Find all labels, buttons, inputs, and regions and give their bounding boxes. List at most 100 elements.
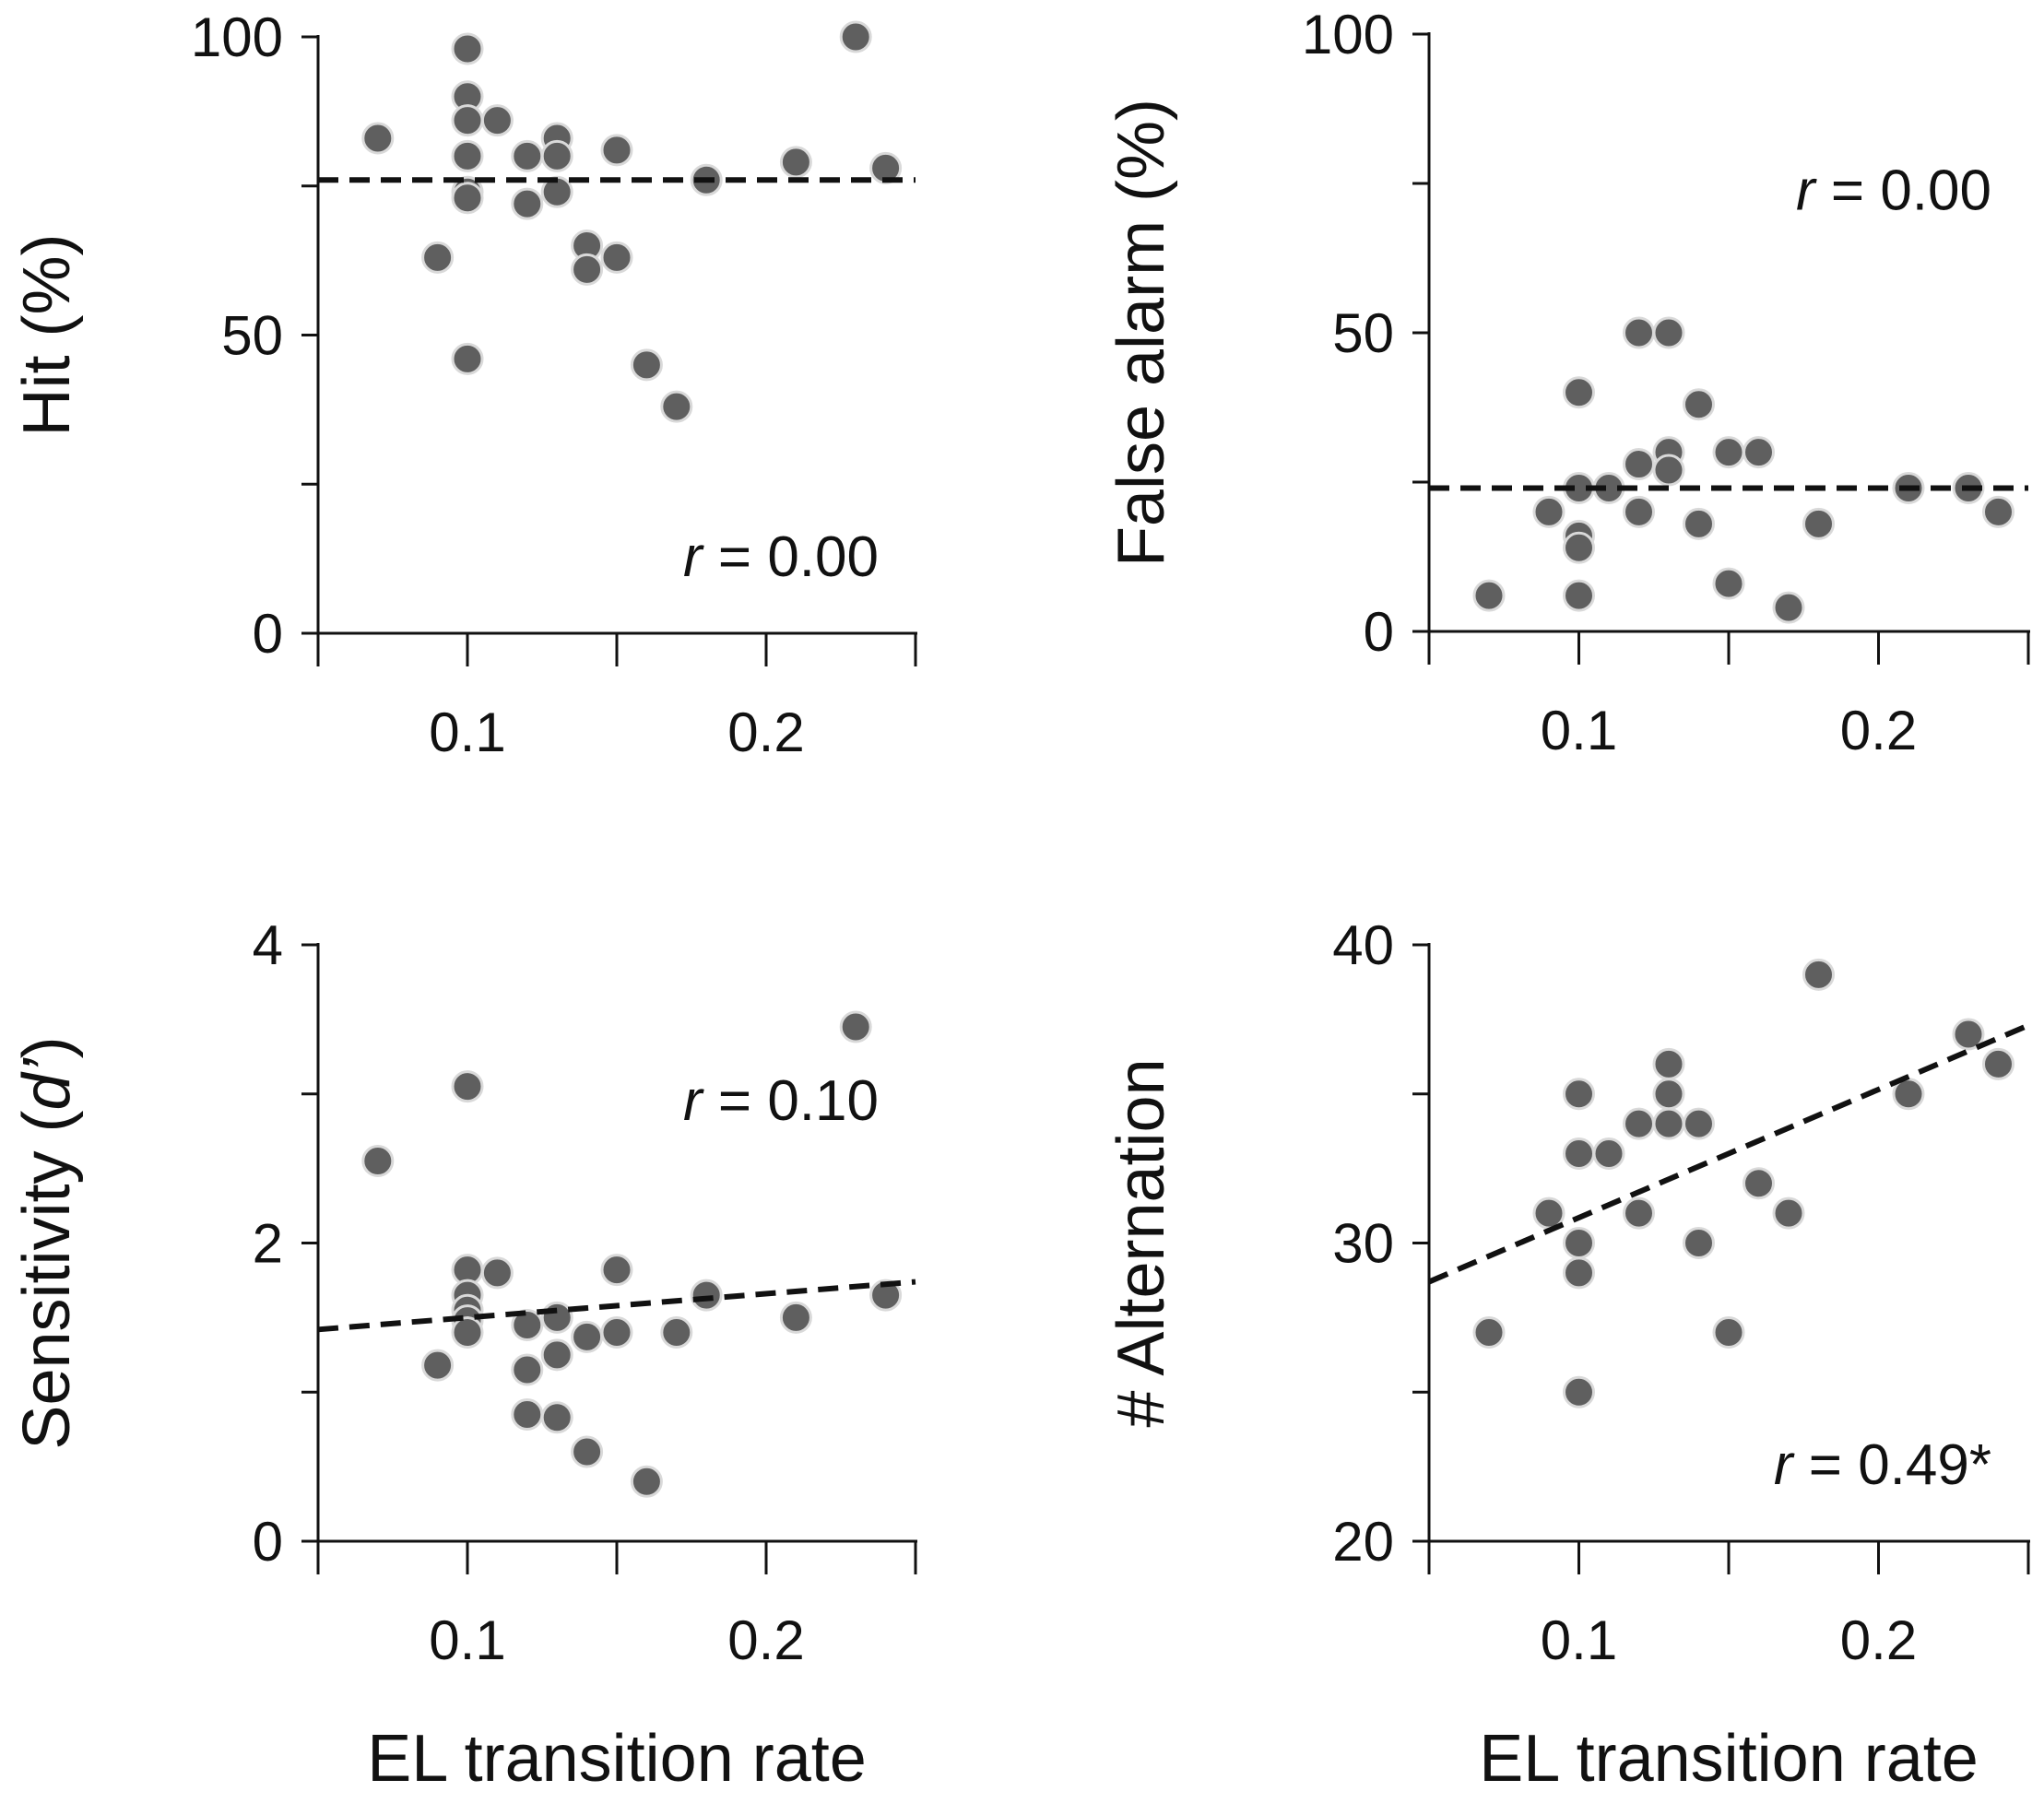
data-point	[1743, 1167, 1775, 1200]
data-point	[1623, 316, 1655, 349]
y-tick-label: 50	[1332, 302, 1394, 364]
data-point	[421, 1349, 455, 1382]
data-point	[1623, 1196, 1655, 1230]
data-point	[451, 139, 484, 172]
data-point	[1712, 567, 1745, 600]
data-point	[779, 146, 812, 179]
y-tick-label: 40	[1332, 914, 1394, 976]
data-point	[511, 1308, 544, 1341]
data-point	[361, 1145, 395, 1178]
data-point	[1683, 1227, 1715, 1259]
data-point	[869, 151, 903, 184]
y-tick-label: 2	[253, 1213, 283, 1275]
x-tick-label: 0.2	[1840, 1609, 1917, 1671]
data-point	[839, 20, 872, 53]
correlation-value: = 0.10	[703, 1069, 879, 1133]
data-point	[1652, 1107, 1685, 1140]
data-point	[1623, 448, 1655, 481]
correlation-value: = 0.49*	[1793, 1433, 1991, 1497]
data-point	[571, 1435, 604, 1468]
data-point	[540, 1301, 573, 1334]
data-point	[1802, 958, 1835, 991]
data-point	[1652, 1047, 1685, 1080]
data-point	[451, 1316, 484, 1349]
data-point	[1652, 1078, 1685, 1111]
y-axis-title: # Alternation	[1105, 1058, 1178, 1427]
x-axis-title: EL transition rate	[367, 1722, 867, 1796]
panel-hit: 0 50 100 0.1 0.2 Hit (%) r = 0.00	[10, 6, 917, 763]
data-point	[480, 1256, 514, 1290]
correlation-value: = 0.00	[703, 525, 879, 589]
y-axis-title: Hit (%)	[10, 234, 84, 437]
data-point	[511, 139, 544, 172]
data-point	[1712, 1316, 1745, 1349]
x-tick-label: 0.1	[1541, 700, 1617, 761]
y-axis-title: Sensitivity (d’)	[10, 1036, 84, 1449]
y-tick-label: 0	[1364, 601, 1394, 663]
y-tick-label: 50	[221, 305, 283, 367]
y-tick-label: 100	[191, 6, 283, 68]
y-tick-label: 100	[1302, 4, 1394, 65]
data-point	[1652, 316, 1685, 349]
data-point	[421, 241, 455, 274]
y-tick-label: 30	[1332, 1213, 1394, 1275]
data-point	[1563, 531, 1595, 564]
y-axis-title-main: Sensitivity (	[10, 1110, 84, 1449]
data-point	[1982, 495, 2014, 528]
panel-sensitivity: 0 2 4 0.1 0.2 Sensitivity (d’) EL transition r…	[10, 914, 917, 1796]
data-point	[1563, 1078, 1595, 1111]
data-point	[1802, 507, 1835, 540]
data-point	[1683, 507, 1715, 540]
data-point	[630, 1465, 663, 1498]
data-point	[630, 348, 663, 382]
data-point	[1683, 1107, 1715, 1140]
data-point	[540, 139, 573, 172]
data-point	[511, 1398, 544, 1432]
data-point	[1772, 1196, 1805, 1230]
data-point	[660, 1316, 693, 1349]
data-point	[1563, 579, 1595, 612]
trend-line	[1427, 1022, 2030, 1285]
data-point	[451, 32, 484, 65]
data-point	[540, 1401, 573, 1434]
data-point	[1623, 1107, 1655, 1140]
x-tick-label: 0.1	[429, 1609, 505, 1671]
data-point	[1712, 436, 1745, 469]
data-point	[511, 1353, 544, 1386]
data-point	[1952, 1018, 1985, 1051]
data-point	[480, 104, 514, 137]
data-point	[361, 122, 395, 155]
data-point	[1652, 454, 1685, 487]
data-point	[600, 1254, 633, 1287]
y-tick-label: 0	[253, 603, 283, 665]
data-point	[511, 187, 544, 220]
correlation-symbol: r	[683, 525, 704, 589]
correlation-label: r = 0.10	[683, 1069, 879, 1133]
data-point	[1743, 436, 1775, 469]
data-point	[1683, 388, 1715, 421]
data-point	[1563, 1137, 1595, 1170]
correlation-label: r = 0.00	[683, 525, 879, 589]
x-tick-label: 0.2	[727, 701, 804, 763]
x-tick-label: 0.2	[1840, 700, 1917, 761]
data-point	[1592, 1137, 1625, 1170]
data-point	[571, 1320, 604, 1353]
data-point	[1563, 1227, 1595, 1259]
x-axis-title: EL transition rate	[1479, 1722, 1979, 1796]
data-point	[571, 253, 604, 286]
x-tick-label: 0.2	[727, 1609, 804, 1671]
data-point	[451, 342, 484, 375]
data-point	[600, 134, 633, 167]
data-point	[839, 1010, 872, 1043]
data-point	[1563, 376, 1595, 409]
y-axis-title-end: )	[10, 1036, 84, 1058]
correlation-label: r = 0.49*	[1774, 1433, 1991, 1497]
y-tick-label: 20	[1332, 1511, 1394, 1573]
data-point	[451, 104, 484, 137]
y-axis-title: False alarm (%)	[1105, 99, 1178, 567]
data-point	[869, 1279, 903, 1312]
x-tick-label: 0.1	[429, 701, 505, 763]
correlation-symbol: r	[1774, 1433, 1795, 1497]
data-point	[600, 241, 633, 274]
data-point	[660, 390, 693, 423]
